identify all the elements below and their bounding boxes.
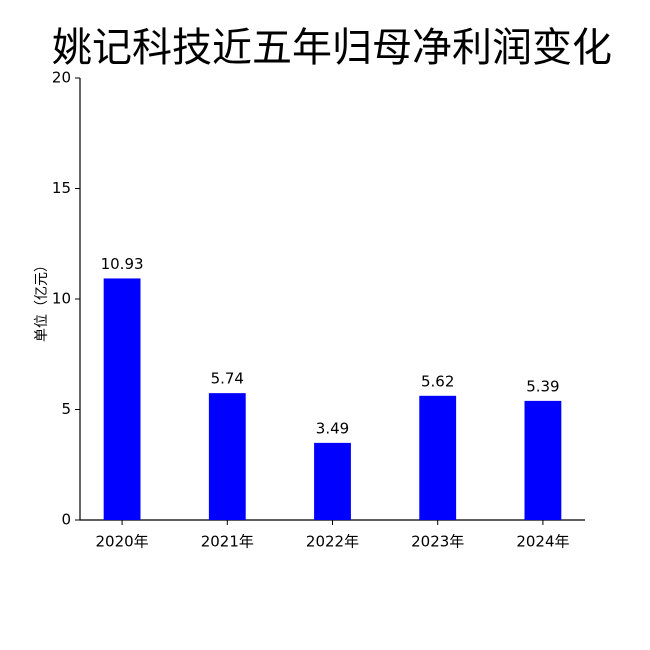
y-axis-label: 单位（亿元）	[34, 258, 50, 342]
data-label: 3.49	[316, 419, 349, 437]
bar	[419, 395, 457, 520]
x-tick-label: 2022年	[306, 533, 359, 551]
y-tick-label: 20	[52, 69, 71, 87]
data-label: 10.93	[101, 255, 144, 273]
y-tick-label: 5	[61, 400, 71, 418]
data-label: 5.39	[526, 377, 559, 395]
y-tick-label: 15	[52, 179, 71, 197]
bar	[314, 442, 351, 520]
bar	[524, 400, 562, 520]
data-label: 5.74	[211, 370, 244, 388]
x-tick-label: 2021年	[201, 533, 254, 551]
chart-title: 姚记科技近五年归母净利润变化	[52, 25, 612, 71]
x-tick-label: 2024年	[516, 533, 569, 551]
bar	[103, 278, 141, 520]
y-tick-label: 10	[52, 290, 71, 308]
y-tick-label: 0	[61, 511, 71, 529]
x-tick-label: 2023年	[411, 533, 464, 551]
x-tick-label: 2020年	[95, 533, 148, 551]
bar	[208, 393, 246, 520]
data-label: 5.62	[421, 372, 454, 390]
